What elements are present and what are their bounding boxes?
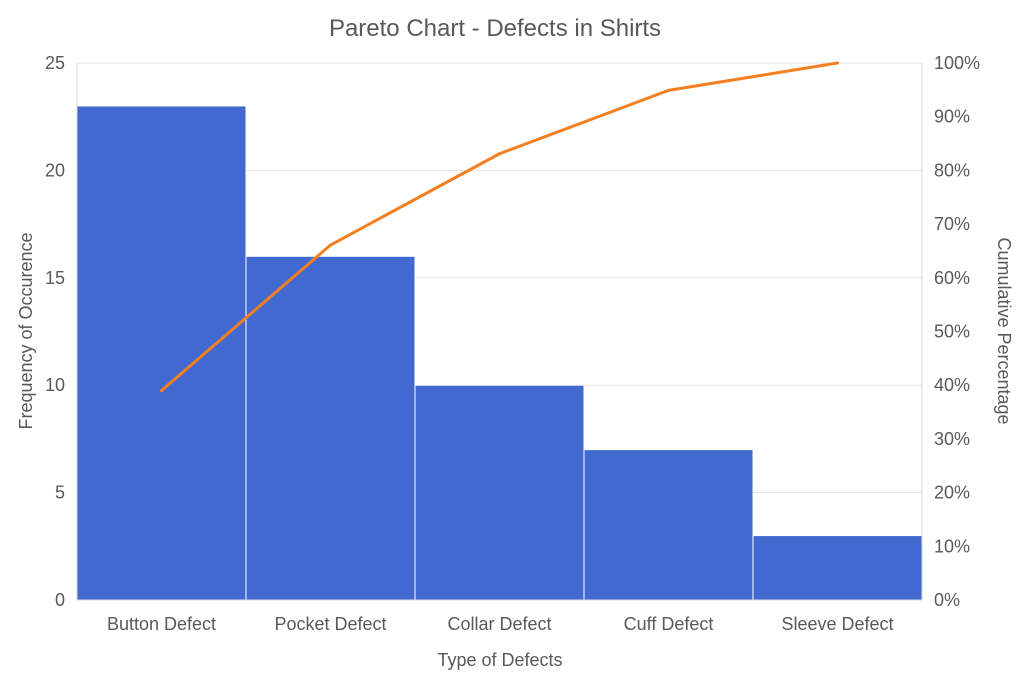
cumulative-point <box>329 243 332 247</box>
y-tick-label: 25 <box>45 53 65 73</box>
x-tick-label: Sleeve Defect <box>781 614 893 634</box>
bar <box>583 449 754 601</box>
x-tick-label: Pocket Defect <box>274 614 386 634</box>
x-tick-label: Collar Defect <box>447 614 551 634</box>
x-axis-title: Type of Defects <box>437 650 562 670</box>
y2-tick-label: 100% <box>934 53 980 73</box>
axes <box>76 63 923 601</box>
cumulative-point <box>498 152 501 156</box>
x-tick-label: Cuff Defect <box>624 614 714 634</box>
tick-labels: 0 5 10 15 20 25 0% 10% 20% 30% 40% 50% 60% 70% 80% 90% 1… <box>45 53 980 634</box>
y2-tick-label: 80% <box>934 160 970 180</box>
chart-title: Pareto Chart - Defects in Shirts <box>329 15 661 42</box>
bar <box>414 384 585 601</box>
y2-tick-label: 70% <box>934 214 970 234</box>
y2-tick-label: 90% <box>934 107 970 127</box>
y2-tick-label: 30% <box>934 429 970 449</box>
y2-tick-label: 40% <box>934 375 970 395</box>
cumulative-point <box>160 389 163 393</box>
bar <box>245 255 416 601</box>
y-tick-label: 15 <box>45 268 65 288</box>
x-tick-label: Button Defect <box>107 614 216 634</box>
y2-tick-label: 60% <box>934 268 970 288</box>
y-axis-title: Frequency of Occurence <box>16 232 36 429</box>
y-tick-label: 20 <box>45 160 65 180</box>
bar <box>752 535 923 601</box>
y-tick-label: 5 <box>55 483 65 503</box>
bar-series <box>76 105 923 601</box>
cumulative-line-series <box>160 61 839 393</box>
y-tick-label: 0 <box>55 590 65 610</box>
y2-tick-label: 20% <box>934 483 970 503</box>
cumulative-point <box>836 61 839 65</box>
y-tick-label: 10 <box>45 375 65 395</box>
secondary-y-axis-title: Cumulative Percentage <box>994 237 1014 424</box>
y2-tick-label: 10% <box>934 536 970 556</box>
y2-tick-label: 50% <box>934 322 970 342</box>
bar <box>76 105 247 601</box>
y2-tick-label: 0% <box>934 590 960 610</box>
cumulative-point <box>667 88 670 92</box>
